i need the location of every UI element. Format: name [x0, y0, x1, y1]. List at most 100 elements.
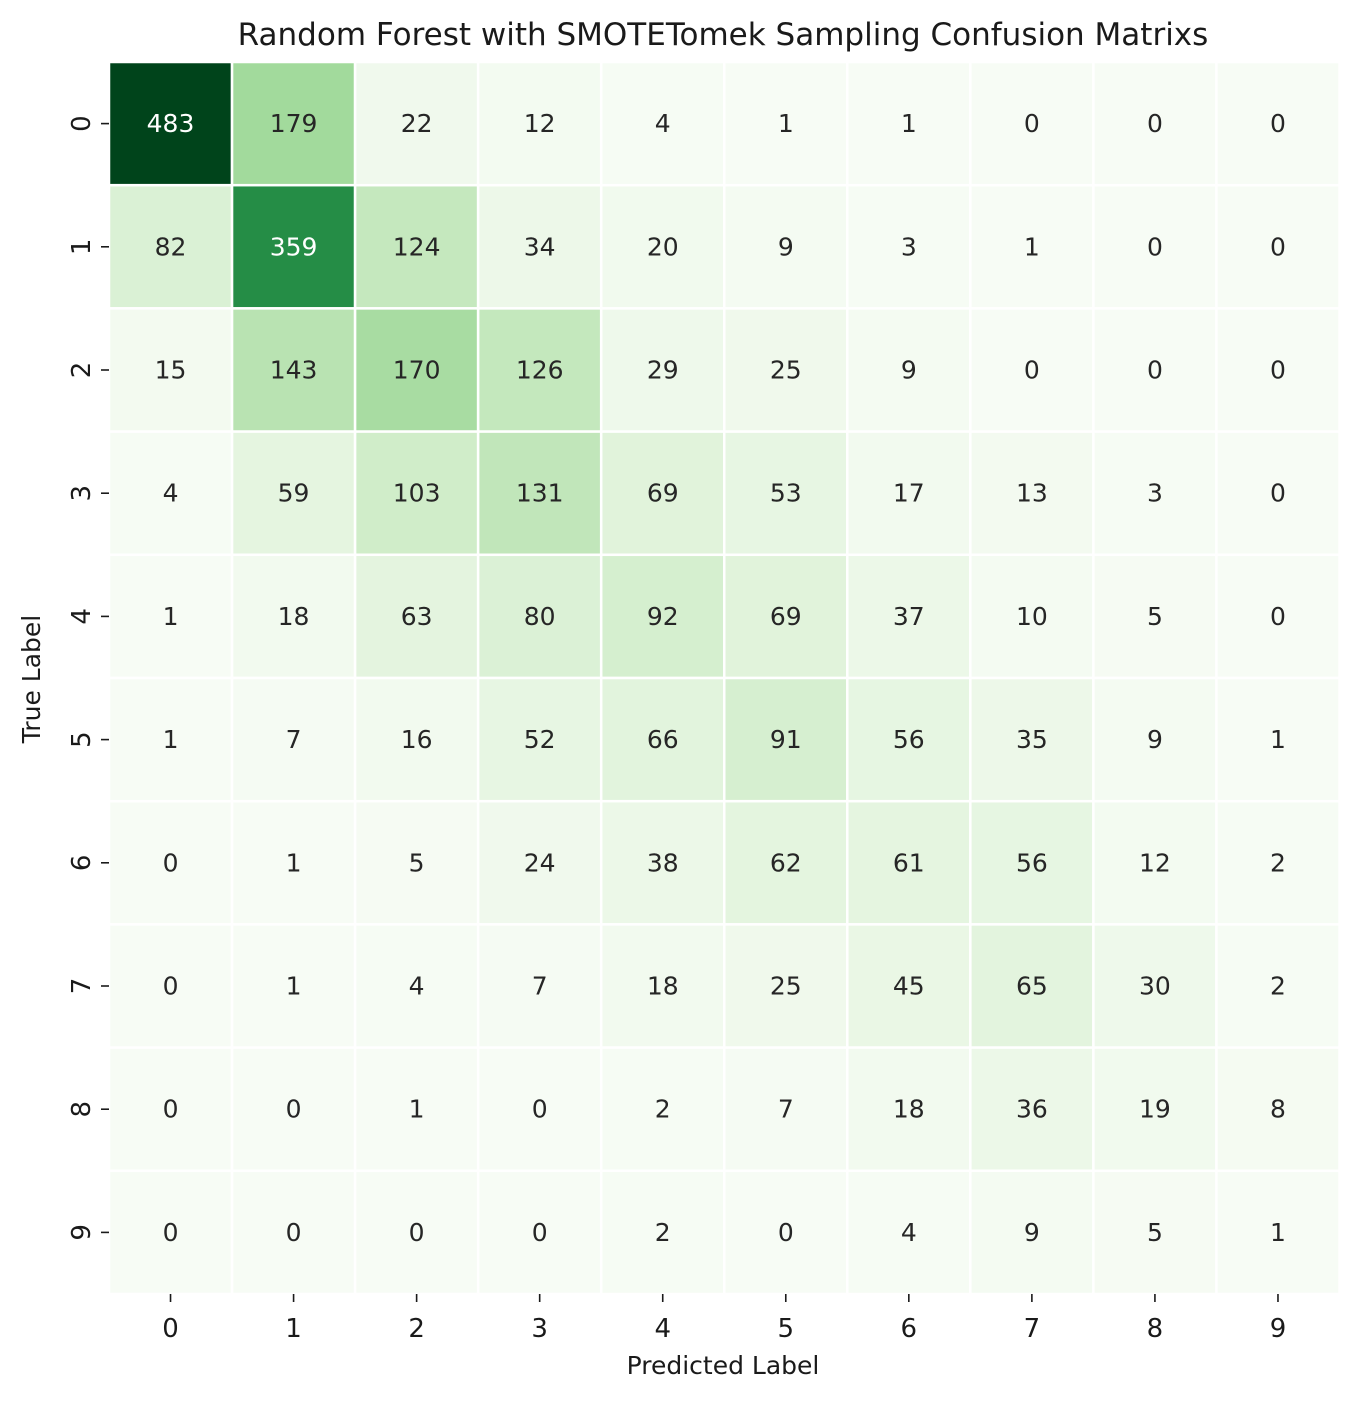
heatmap-cell-2-1 — [230, 307, 357, 433]
cell-value-label-1-1: 359 — [270, 232, 318, 261]
heatmap-cell-6-8 — [1092, 799, 1218, 926]
cell-value-label-5-6: 56 — [893, 725, 925, 754]
heatmap-cell-0-7 — [969, 60, 1095, 187]
cell-value-label-4-1: 18 — [278, 602, 310, 631]
heatmap-cell-0-2 — [353, 60, 480, 187]
y-tick-label-6: 6 — [67, 855, 97, 872]
x-tick-label-6: 6 — [901, 1314, 918, 1344]
y-tick-label-3: 3 — [67, 485, 97, 502]
heatmap-cell-6-3 — [476, 799, 603, 926]
cell-value-label-9-9: 1 — [1270, 1218, 1286, 1247]
cell-value-label-7-9: 2 — [1270, 972, 1286, 1001]
cell-value-label-6-5: 62 — [770, 848, 802, 877]
y-tick-label-8: 8 — [67, 1101, 97, 1118]
cell-value-label-5-8: 9 — [1147, 725, 1163, 754]
cell-value-label-3-2: 103 — [393, 479, 441, 508]
heatmap-cell-4-8 — [1092, 553, 1218, 680]
heatmap-cell-8-1 — [230, 1046, 357, 1173]
cell-value-label-2-8: 0 — [1147, 356, 1163, 385]
cell-value-label-3-3: 131 — [516, 479, 564, 508]
cell-value-label-2-5: 25 — [770, 356, 802, 385]
cell-value-label-0-2: 22 — [401, 109, 433, 138]
cell-value-label-4-7: 10 — [1016, 602, 1048, 631]
cell-value-label-2-3: 126 — [516, 356, 564, 385]
heatmap-cell-8-6 — [846, 1046, 972, 1173]
chart-title: Random Forest with SMOTETomek Sampling C… — [238, 17, 1209, 53]
heatmap-cell-7-3 — [476, 923, 603, 1049]
cell-value-label-1-9: 0 — [1270, 232, 1286, 261]
cell-value-label-3-4: 69 — [647, 479, 679, 508]
heatmap-cell-5-5 — [723, 676, 849, 803]
heatmap-cell-2-9 — [1215, 307, 1341, 433]
cell-value-label-3-5: 53 — [770, 479, 802, 508]
cell-value-label-3-1: 59 — [278, 479, 310, 508]
x-axis-ticks: 0 1 2 3 4 5 6 7 8 9 — [162, 1294, 1286, 1344]
cell-value-label-7-0: 0 — [163, 972, 179, 1001]
heatmap-cell-0-0 — [107, 60, 234, 187]
cell-value-label-0-8: 0 — [1147, 109, 1163, 138]
cell-value-label-2-6: 9 — [901, 356, 917, 385]
cell-value-label-4-5: 69 — [770, 602, 802, 631]
cell-value-label-5-0: 1 — [163, 725, 179, 754]
heatmap-cell-5-8 — [1092, 676, 1218, 803]
heatmap-cell-8-9 — [1215, 1046, 1341, 1173]
heatmap-cell-4-6 — [846, 553, 972, 680]
heatmap-cell-5-4 — [599, 676, 726, 803]
x-tick-label-2: 2 — [408, 1314, 425, 1344]
cell-value-label-6-8: 12 — [1139, 848, 1171, 877]
heatmap-cell-7-5 — [723, 923, 849, 1049]
cell-value-label-1-5: 9 — [778, 232, 794, 261]
cell-value-label-9-1: 0 — [286, 1218, 302, 1247]
cell-value-label-8-8: 19 — [1139, 1095, 1171, 1124]
heatmap-cell-1-9 — [1215, 183, 1341, 310]
cell-value-label-2-1: 143 — [270, 356, 318, 385]
y-tick-label-5: 5 — [67, 731, 97, 748]
x-tick-label-1: 1 — [285, 1314, 302, 1344]
x-tick-label-7: 7 — [1024, 1314, 1041, 1344]
x-tick-label-9: 9 — [1270, 1314, 1287, 1344]
cell-value-label-1-0: 82 — [155, 232, 187, 261]
heatmap-cell-2-6 — [846, 307, 972, 433]
cell-value-label-3-7: 13 — [1016, 479, 1048, 508]
heatmap-cell-5-3 — [476, 676, 603, 803]
cell-value-label-8-9: 8 — [1270, 1095, 1286, 1124]
cell-value-label-2-4: 29 — [647, 356, 679, 385]
cell-value-label-6-0: 0 — [163, 848, 179, 877]
heatmap-cell-1-1 — [230, 183, 357, 310]
cell-value-label-9-0: 0 — [163, 1218, 179, 1247]
heatmap-cell-2-2 — [353, 307, 480, 433]
heatmap-cell-8-2 — [353, 1046, 480, 1173]
y-tick-label-1: 1 — [67, 239, 97, 256]
heatmap-cell-9-5 — [723, 1169, 849, 1296]
heatmap-cell-4-1 — [230, 553, 357, 680]
cell-value-label-7-8: 30 — [1139, 972, 1171, 1001]
cell-value-label-3-6: 17 — [893, 479, 925, 508]
cell-value-label-5-7: 35 — [1016, 725, 1048, 754]
cell-value-label-7-4: 18 — [647, 972, 679, 1001]
heatmap-cell-9-8 — [1092, 1169, 1218, 1296]
cell-value-label-0-7: 0 — [1024, 109, 1040, 138]
heatmap-cell-0-9 — [1215, 60, 1341, 187]
y-tick-label-7: 7 — [67, 978, 97, 995]
cell-value-label-1-7: 1 — [1024, 232, 1040, 261]
heatmap-cell-7-4 — [599, 923, 726, 1049]
heatmap-cell-8-4 — [599, 1046, 726, 1173]
cell-value-label-7-5: 25 — [770, 972, 802, 1001]
heatmap-cell-6-7 — [969, 799, 1095, 926]
heatmap-cell-7-6 — [846, 923, 972, 1049]
heatmap-cell-5-0 — [107, 676, 234, 803]
heatmap-cell-1-5 — [723, 183, 849, 310]
cell-value-label-9-5: 0 — [778, 1218, 794, 1247]
cell-value-label-2-9: 0 — [1270, 356, 1286, 385]
cell-value-label-8-6: 18 — [893, 1095, 925, 1124]
heatmap-cell-5-2 — [353, 676, 480, 803]
cell-value-label-8-4: 2 — [655, 1095, 671, 1124]
cell-value-label-6-7: 56 — [1016, 848, 1048, 877]
heatmap-cell-6-5 — [723, 799, 849, 926]
cell-value-label-6-1: 1 — [286, 848, 302, 877]
cell-value-label-6-9: 2 — [1270, 848, 1286, 877]
cell-value-label-0-3: 12 — [524, 109, 556, 138]
cell-value-label-5-3: 52 — [524, 725, 556, 754]
heatmap-cell-1-7 — [969, 183, 1095, 310]
cell-value-label-9-2: 0 — [409, 1218, 425, 1247]
